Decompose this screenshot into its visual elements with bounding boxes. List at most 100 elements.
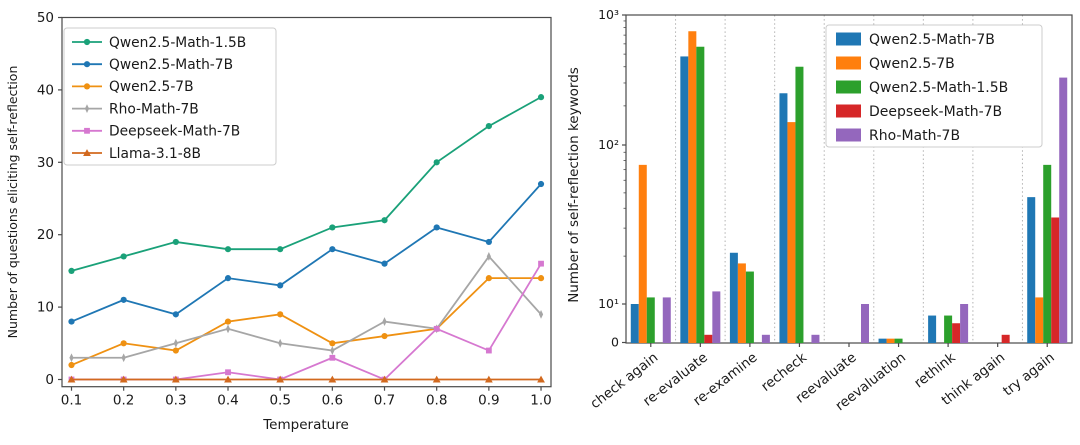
bar — [779, 93, 788, 344]
bar — [878, 338, 887, 343]
x-tick-label: 0.1 — [61, 393, 82, 409]
point-marker — [68, 318, 75, 325]
point-marker — [329, 224, 336, 231]
y-tick-label: 0 — [45, 372, 54, 388]
point-marker — [538, 260, 544, 267]
x-tick-label: 0.7 — [374, 393, 395, 409]
point-marker — [84, 127, 90, 134]
point-marker — [84, 104, 90, 113]
point-marker — [83, 61, 91, 68]
bar — [1001, 334, 1010, 343]
legend-item-Qwen2.5-Math-1.5B: Qwen2.5-Math-1.5B — [72, 35, 246, 51]
point-marker — [83, 149, 91, 156]
legend-label: Qwen2.5-Math-7B — [109, 57, 233, 73]
legend-item-Deepseek-Math-7B: Deepseek-Math-7B — [836, 104, 1002, 120]
point-marker — [119, 375, 128, 383]
legend-label: Deepseek-Math-7B — [869, 104, 1002, 120]
y-axis-label: Number of self-reflection keywords — [566, 67, 582, 303]
point-marker — [225, 324, 231, 334]
point-marker — [68, 267, 75, 274]
x-tick-label: try again — [1000, 350, 1058, 400]
legend-swatch — [836, 56, 861, 70]
point-marker — [381, 217, 388, 224]
series-line — [71, 254, 542, 359]
plot-border — [61, 16, 552, 388]
point-marker — [330, 346, 335, 355]
bar — [811, 334, 820, 343]
bar — [1035, 297, 1044, 343]
point-marker — [278, 338, 283, 348]
bar — [787, 122, 796, 343]
legend-item-Qwen2.5-7B: Qwen2.5-7B — [836, 56, 955, 72]
line-plot-area: 0 10 20 30 40 50 0.1 0.2 0.3 0.4 0.5 0.6 0.7 0.8 0.9 1.… — [37, 10, 552, 409]
series-line — [71, 183, 542, 323]
bar-series-Qwen2.5-Math-7B — [630, 56, 1036, 344]
bar — [638, 164, 647, 343]
point-marker — [328, 375, 337, 383]
point-marker — [329, 246, 336, 253]
y-axis-label: Number of questions eliciting self-refle… — [5, 66, 20, 339]
point-marker — [67, 375, 76, 383]
y-tick-label: 50 — [37, 10, 54, 26]
point-marker — [380, 375, 389, 383]
point-marker — [224, 275, 232, 282]
bar — [737, 263, 746, 343]
point-marker — [172, 238, 179, 246]
line-chart-panel: 0 10 20 30 40 50 0.1 0.2 0.3 0.4 0.5 0.6 0.7 0.8 0.9 1.… — [5, 10, 552, 433]
point-marker — [224, 318, 232, 325]
bar — [704, 334, 713, 343]
point-marker — [277, 311, 284, 318]
point-marker — [538, 309, 544, 319]
bar-series-Qwen2.5-Math-1.5B — [646, 46, 1052, 343]
x-tick-label: 0.2 — [113, 393, 134, 409]
bar — [894, 338, 903, 343]
point-marker — [484, 375, 493, 383]
point-marker — [171, 375, 180, 383]
point-marker — [172, 311, 179, 318]
point-marker — [224, 375, 232, 383]
point-marker — [433, 159, 440, 166]
bar-series-Qwen2.5-7B — [638, 31, 1044, 343]
point-marker — [381, 332, 388, 340]
x-tick-label: 1.0 — [530, 393, 551, 409]
legend-item-Qwen2.5-7B: Qwen2.5-7B — [72, 79, 194, 95]
bar — [960, 304, 969, 343]
x-tick-label: 0.8 — [426, 393, 447, 409]
bar — [688, 31, 697, 343]
legend-item-Llama-3.1-8B: Llama-3.1-8B — [72, 146, 201, 162]
bar — [944, 315, 953, 343]
legend-label: Llama-3.1-8B — [109, 146, 201, 162]
legend-item-Qwen2.5-Math-1.5B: Qwen2.5-Math-1.5B — [836, 80, 1008, 96]
bar — [1051, 217, 1060, 343]
point-marker — [173, 338, 178, 348]
point-marker — [120, 340, 127, 347]
point-marker — [120, 296, 127, 303]
bar — [1027, 197, 1036, 343]
point-marker — [329, 340, 336, 347]
point-marker — [381, 260, 388, 267]
point-marker — [224, 246, 232, 253]
bar — [1043, 164, 1052, 343]
legend-item-Deepseek-Math-7B: Deepseek-Math-7B — [72, 124, 240, 140]
series-line — [71, 277, 542, 366]
legend-swatch — [836, 104, 861, 118]
bar — [745, 271, 754, 343]
point-marker — [537, 180, 545, 188]
legend-label: Qwen2.5-Math-1.5B — [869, 80, 1008, 96]
legend: Qwen2.5-Math-7B Qwen2.5-7B Qwen2.5-Math-1.… — [825, 24, 1043, 148]
legend-swatch — [836, 32, 861, 46]
bar — [886, 338, 895, 343]
point-marker — [69, 353, 74, 363]
point-marker — [486, 252, 491, 261]
point-marker — [485, 238, 492, 246]
point-marker — [83, 83, 91, 90]
bar — [761, 334, 770, 343]
legend-item-Qwen2.5-Math-7B: Qwen2.5-Math-7B — [836, 32, 995, 48]
point-marker — [485, 275, 492, 282]
bar — [861, 304, 869, 343]
line-chart: 0 10 20 30 40 50 0.1 0.2 0.3 0.4 0.5 0.6 0.7 0.8 0.9 1.… — [5, 10, 552, 433]
point-marker — [276, 375, 285, 383]
point-marker — [277, 246, 284, 253]
x-axis-label: Temperature — [262, 417, 349, 433]
